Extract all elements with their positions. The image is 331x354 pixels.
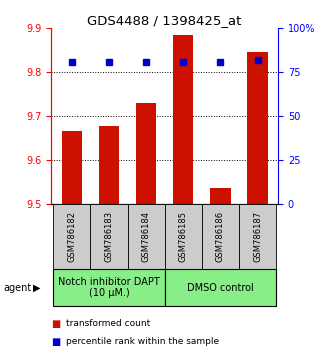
Text: ▶: ▶ bbox=[33, 282, 41, 293]
Bar bbox=[53, 269, 165, 306]
Text: ■: ■ bbox=[51, 337, 61, 347]
Bar bbox=[239, 204, 276, 269]
Bar bbox=[247, 52, 268, 204]
Text: DMSO control: DMSO control bbox=[187, 282, 254, 293]
Text: ■: ■ bbox=[51, 319, 61, 329]
Bar bbox=[165, 269, 276, 306]
Text: agent: agent bbox=[3, 282, 31, 293]
Text: GSM786183: GSM786183 bbox=[104, 211, 114, 262]
Text: percentile rank within the sample: percentile rank within the sample bbox=[66, 337, 219, 346]
Text: GSM786182: GSM786182 bbox=[67, 211, 76, 262]
Bar bbox=[210, 188, 231, 204]
Title: GDS4488 / 1398425_at: GDS4488 / 1398425_at bbox=[87, 14, 242, 27]
Text: GSM786186: GSM786186 bbox=[216, 211, 225, 262]
Text: GSM786187: GSM786187 bbox=[253, 211, 262, 262]
Bar bbox=[136, 103, 156, 204]
Bar bbox=[202, 204, 239, 269]
Text: transformed count: transformed count bbox=[66, 319, 151, 329]
Text: Notch inhibitor DAPT
(10 μM.): Notch inhibitor DAPT (10 μM.) bbox=[58, 277, 160, 298]
Bar bbox=[127, 204, 165, 269]
Text: GSM786184: GSM786184 bbox=[142, 211, 151, 262]
Bar bbox=[62, 131, 82, 204]
Bar bbox=[165, 204, 202, 269]
Bar bbox=[173, 35, 194, 204]
Bar bbox=[53, 204, 90, 269]
Text: GSM786185: GSM786185 bbox=[179, 211, 188, 262]
Bar bbox=[90, 204, 127, 269]
Bar bbox=[99, 126, 119, 204]
